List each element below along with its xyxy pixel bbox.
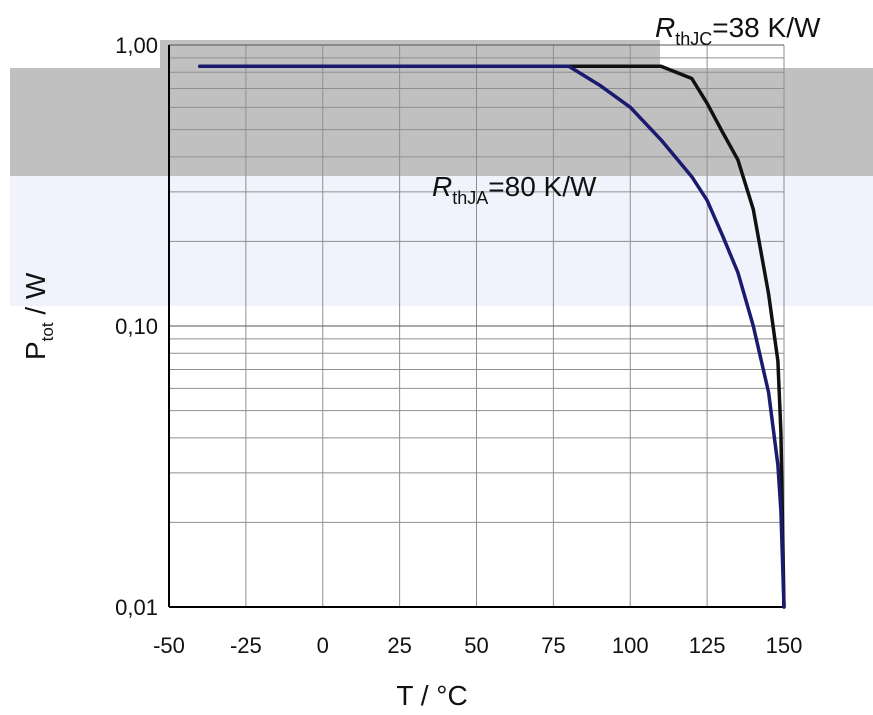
x-tick-label: 50 [464, 633, 488, 658]
series-line-rthjc [198, 64, 786, 609]
annotation-rthjc-sub: thJC [675, 29, 712, 49]
axes [168, 45, 784, 608]
x-tick-label: 100 [612, 633, 649, 658]
x-tick-label: -50 [153, 633, 185, 658]
annotation-rthja-rest: =80 K/W [488, 171, 597, 202]
x-tick-label: -25 [230, 633, 262, 658]
tick-labels: -50 -25 0 25 50 75 100 125 150 0,01 0,10 1,00 [115, 33, 802, 658]
y-tick-label: 0,01 [115, 595, 158, 620]
background-band-gray [10, 68, 873, 176]
annotation-rthja: RthJA=80 K/W [432, 171, 597, 208]
grid [169, 44, 785, 607]
x-axis-title: T / °C [396, 680, 467, 711]
y-axis-title: Ptot / W [20, 272, 57, 360]
annotation-rthja-sub: thJA [452, 188, 488, 208]
annotation-rthja-symbol: R [432, 171, 452, 202]
series-layer [198, 64, 786, 609]
y-axis-title-main: P [20, 341, 51, 360]
y-tick-label: 1,00 [115, 33, 158, 58]
x-tick-label: 0 [317, 633, 329, 658]
x-tick-label: 150 [766, 633, 803, 658]
y-axis-title-sub: tot [38, 322, 57, 341]
annotation-rthjc: RthJC=38 K/W [655, 12, 821, 49]
series-line-rthja [198, 64, 786, 609]
y-tick-label: 0,10 [115, 314, 158, 339]
annotation-rthjc-symbol: R [655, 12, 675, 43]
y-axis-title-rest: / W [20, 272, 51, 322]
x-tick-label: 25 [387, 633, 411, 658]
x-tick-label: 125 [689, 633, 726, 658]
x-tick-label: 75 [541, 633, 565, 658]
annotation-rthjc-rest: =38 K/W [712, 12, 821, 43]
